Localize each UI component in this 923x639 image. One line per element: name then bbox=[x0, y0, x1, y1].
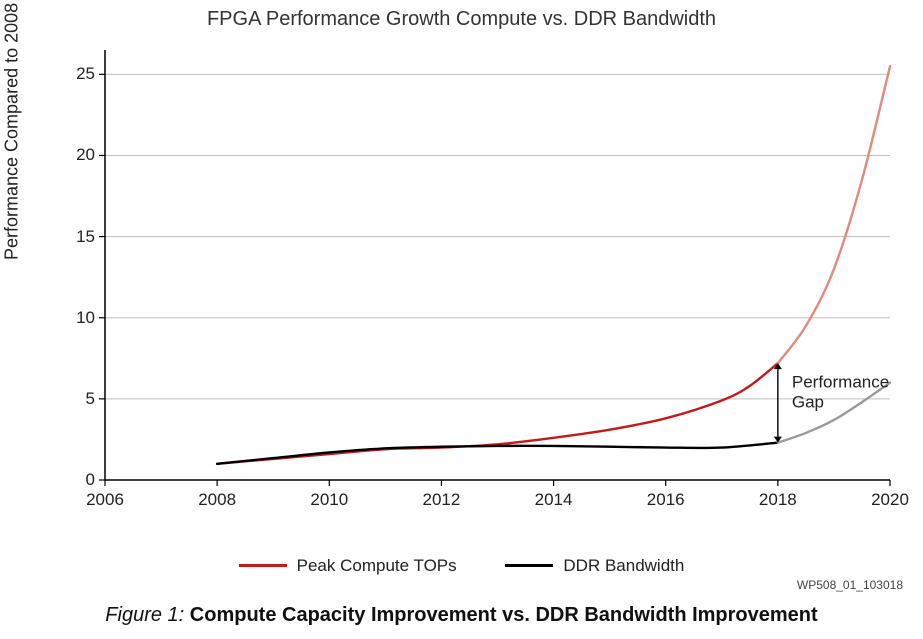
y-tick-label: 15 bbox=[65, 227, 95, 247]
x-tick-label: 2010 bbox=[310, 490, 348, 510]
x-tick-label: 2018 bbox=[759, 490, 797, 510]
figure-reference: WP508_01_103018 bbox=[797, 578, 903, 592]
legend-item-compute: Peak Compute TOPs bbox=[239, 556, 457, 576]
legend-label-ddr: DDR Bandwidth bbox=[563, 556, 684, 576]
legend-item-ddr: DDR Bandwidth bbox=[505, 556, 684, 576]
legend-label-compute: Peak Compute TOPs bbox=[297, 556, 457, 576]
svg-text:Gap: Gap bbox=[792, 393, 824, 412]
svg-text:Performance: Performance bbox=[792, 373, 889, 392]
figure-page: FPGA Performance Growth Compute vs. DDR … bbox=[0, 0, 923, 639]
x-tick-label: 2020 bbox=[871, 490, 909, 510]
figure-caption: Figure 1: Compute Capacity Improvement v… bbox=[0, 604, 923, 627]
x-tick-label: 2016 bbox=[647, 490, 685, 510]
x-tick-label: 2008 bbox=[198, 490, 236, 510]
x-tick-label: 2006 bbox=[86, 490, 124, 510]
y-tick-label: 10 bbox=[65, 308, 95, 328]
legend-swatch-ddr bbox=[505, 564, 553, 567]
x-tick-label: 2014 bbox=[535, 490, 573, 510]
legend: Peak Compute TOPs DDR Bandwidth bbox=[0, 552, 923, 576]
chart-title: FPGA Performance Growth Compute vs. DDR … bbox=[0, 8, 923, 31]
chart-svg: PerformanceGap bbox=[85, 40, 900, 510]
y-tick-label: 25 bbox=[65, 64, 95, 84]
y-tick-label: 0 bbox=[65, 470, 95, 490]
y-tick-label: 20 bbox=[65, 145, 95, 165]
y-tick-label: 5 bbox=[65, 389, 95, 409]
y-axis-label: Performance Compared to 2008 bbox=[2, 3, 23, 260]
legend-swatch-compute bbox=[239, 564, 287, 567]
caption-label: Figure 1: bbox=[105, 604, 184, 626]
caption-text: Compute Capacity Improvement vs. DDR Ban… bbox=[190, 604, 818, 626]
plot-area: PerformanceGap bbox=[85, 40, 900, 510]
x-tick-label: 2012 bbox=[423, 490, 461, 510]
